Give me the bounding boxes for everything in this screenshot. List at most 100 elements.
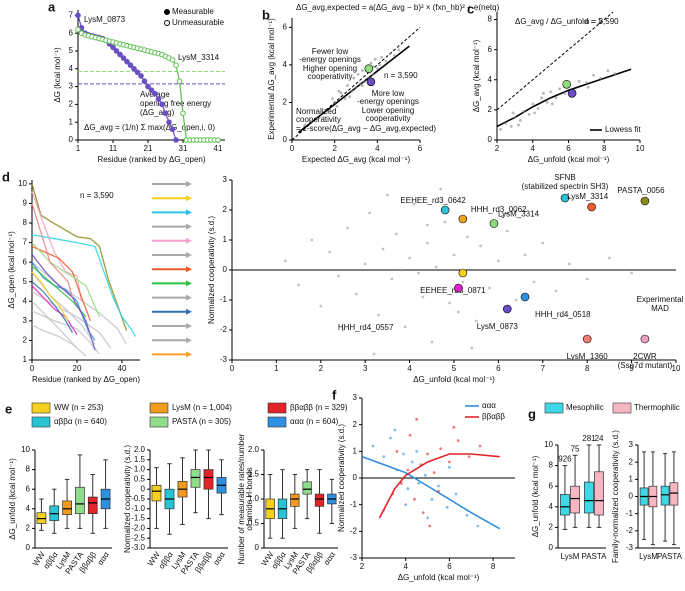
point xyxy=(439,447,443,451)
y-tick-label: 5 xyxy=(69,46,74,55)
arrow-head xyxy=(186,337,192,344)
point xyxy=(613,72,617,76)
box xyxy=(302,481,312,495)
point-label: EEHEE_rd3_0642 xyxy=(400,196,466,205)
point-label: HHH_rd4_0557 xyxy=(338,323,394,332)
point xyxy=(443,220,447,224)
point xyxy=(410,460,414,464)
point xyxy=(518,119,522,122)
y-tick-label: 4 xyxy=(488,75,493,84)
y-tick-label: 6 xyxy=(23,257,28,266)
panel-label: d xyxy=(2,169,10,184)
point xyxy=(425,241,429,245)
point xyxy=(452,253,456,257)
point xyxy=(542,91,545,95)
box xyxy=(669,482,679,506)
x-tick-label: 1 xyxy=(274,364,279,373)
annotation: More low xyxy=(372,89,405,98)
point xyxy=(363,80,366,84)
box xyxy=(75,486,85,515)
point xyxy=(337,274,340,278)
point xyxy=(215,137,221,143)
x-axis-label: Residue (ranked by ΔG_open) xyxy=(97,155,205,164)
point xyxy=(640,334,650,344)
point xyxy=(479,244,483,248)
x-tick-label: 31 xyxy=(179,144,188,153)
point xyxy=(176,78,183,85)
y-tick-label: 0 xyxy=(141,484,146,493)
x-tick-label: 7 xyxy=(541,364,546,373)
point xyxy=(145,83,151,90)
point xyxy=(369,61,373,65)
point xyxy=(417,271,420,275)
y-tick-label: 3 xyxy=(353,393,358,402)
point xyxy=(328,250,332,254)
line xyxy=(31,253,96,351)
line xyxy=(31,271,96,345)
point xyxy=(337,89,341,93)
point xyxy=(452,425,456,429)
x-tick-label: 41 xyxy=(214,144,223,153)
point xyxy=(412,202,416,206)
y-tick-label: 2 xyxy=(26,524,31,533)
point xyxy=(582,334,592,344)
y-tick-label: 4 xyxy=(549,502,554,511)
x-tick-label: 10 xyxy=(672,364,681,373)
y-tick-label: 0 xyxy=(26,543,31,552)
point xyxy=(331,97,334,101)
x-tick-label: 5 xyxy=(452,364,457,373)
line xyxy=(31,310,101,355)
point-label: 2CWR xyxy=(633,352,657,361)
y-axis-label: of amide H-bonds xyxy=(245,467,254,530)
point-label: HHH_rd4_0518 xyxy=(535,310,591,319)
x-tick-label: 0 xyxy=(230,364,235,373)
legend-swatch xyxy=(544,402,564,414)
x-tick-label: 2 xyxy=(319,364,324,373)
arrow-head xyxy=(186,323,192,329)
point xyxy=(303,123,307,127)
panel-label: a xyxy=(48,0,56,14)
annotation: (ΔG_avg) xyxy=(140,108,175,117)
point xyxy=(169,57,176,63)
annotation: = z-score(ΔG_avg − ΔG_avg,expected) xyxy=(296,124,436,133)
count-label: 75 xyxy=(571,444,580,453)
point xyxy=(141,78,148,85)
legend-label: αββα (n = 640) xyxy=(54,417,107,426)
arrow-head xyxy=(186,294,192,301)
y-tick-label: -1.5 xyxy=(131,514,145,523)
line xyxy=(31,203,74,298)
legend-label: Lowess fit xyxy=(605,125,641,134)
point xyxy=(386,193,389,197)
point xyxy=(375,67,379,71)
y-tick-label: -3.0 xyxy=(131,543,145,552)
x-tick-label: 8 xyxy=(491,562,496,571)
point xyxy=(322,116,326,119)
y-tick-label: 0 xyxy=(69,135,74,144)
point xyxy=(134,69,141,76)
point xyxy=(363,262,367,266)
point xyxy=(476,524,480,528)
point xyxy=(124,58,130,65)
y-tick-label: 1 xyxy=(23,355,28,364)
point xyxy=(417,481,421,485)
point xyxy=(380,56,383,59)
line xyxy=(31,261,96,341)
y-tick-label: 2 xyxy=(549,523,554,532)
y-tick-label: -2 xyxy=(220,325,228,334)
point xyxy=(434,265,438,269)
point xyxy=(358,82,362,86)
y-tick-label: 10 xyxy=(544,440,553,449)
point xyxy=(426,516,429,520)
point xyxy=(437,489,440,493)
point xyxy=(514,298,518,302)
x-tick-label: 40 xyxy=(118,364,127,373)
point xyxy=(568,262,571,266)
point xyxy=(346,226,349,230)
arrow-head xyxy=(186,351,192,358)
point xyxy=(361,84,364,87)
point xyxy=(371,72,375,76)
annotation: cooperativity xyxy=(308,72,353,81)
point xyxy=(408,433,412,437)
point xyxy=(384,59,388,63)
point xyxy=(75,12,81,19)
